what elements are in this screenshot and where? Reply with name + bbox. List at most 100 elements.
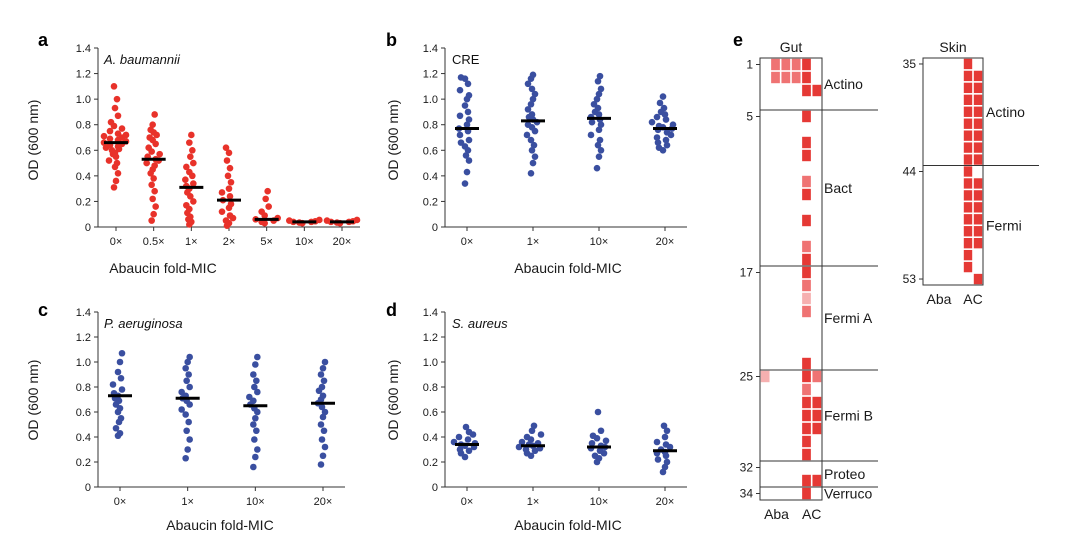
heatmap-cell bbox=[802, 175, 811, 188]
x-tick-label: 20× bbox=[656, 496, 675, 508]
data-point bbox=[110, 184, 118, 191]
data-point bbox=[597, 85, 605, 93]
data-point bbox=[184, 446, 191, 453]
data-point bbox=[456, 86, 464, 94]
data-point bbox=[254, 353, 261, 361]
data-point bbox=[110, 83, 118, 90]
data-point bbox=[648, 118, 656, 126]
heatmap-cell bbox=[802, 370, 811, 383]
data-point bbox=[117, 414, 125, 422]
heatmap-cell bbox=[802, 136, 811, 149]
data-point bbox=[145, 144, 152, 152]
data-point bbox=[226, 193, 234, 200]
heatmap-cell bbox=[973, 106, 983, 117]
panel-b-ylabel: OD (600 nm) bbox=[385, 100, 401, 181]
panel-d-xlabel: Abaucin fold-MIC bbox=[514, 517, 621, 533]
data-point bbox=[528, 146, 536, 154]
x-tick-label: 10× bbox=[590, 496, 609, 508]
data-point bbox=[465, 447, 473, 455]
data-point bbox=[112, 424, 120, 432]
data-point bbox=[318, 436, 326, 443]
y-tick-label: 0.2 bbox=[423, 196, 438, 208]
data-point bbox=[595, 90, 603, 98]
heatmap-cell bbox=[812, 409, 822, 422]
data-point bbox=[222, 217, 230, 224]
data-point bbox=[663, 458, 671, 466]
group-label: Bact bbox=[824, 180, 852, 196]
data-point bbox=[146, 134, 153, 141]
heatmap-cell bbox=[963, 130, 973, 141]
data-point bbox=[353, 216, 361, 224]
heatmap-cell bbox=[802, 305, 811, 318]
y-tick-label: 0.6 bbox=[423, 145, 438, 157]
data-point bbox=[150, 175, 157, 182]
heatmap-cell bbox=[963, 70, 973, 82]
data-point bbox=[530, 141, 538, 149]
heatmap-cell bbox=[973, 94, 983, 105]
heatmap-cell bbox=[973, 238, 983, 249]
data-point bbox=[114, 368, 122, 376]
data-point bbox=[455, 433, 463, 441]
y-tick-label: 1.2 bbox=[423, 69, 438, 81]
data-point bbox=[149, 195, 156, 203]
y-tick-label: 0.4 bbox=[76, 171, 91, 183]
y-tick-label: 0 bbox=[85, 222, 91, 234]
y-tick-label: 0 bbox=[85, 482, 91, 494]
heatmap-cell bbox=[791, 58, 801, 71]
heatmap-cell bbox=[973, 226, 983, 237]
data-point bbox=[148, 181, 155, 189]
panel-c-label: c bbox=[38, 300, 48, 320]
heatmap-cell bbox=[973, 118, 983, 129]
y-tick-label: 0 bbox=[432, 222, 438, 234]
data-point bbox=[118, 125, 126, 132]
x-tick-label: 0.5× bbox=[143, 236, 165, 248]
data-point bbox=[660, 104, 668, 112]
data-point bbox=[116, 358, 124, 366]
data-point bbox=[595, 153, 603, 160]
data-point bbox=[258, 208, 265, 215]
data-point bbox=[523, 433, 531, 441]
data-point bbox=[250, 371, 257, 378]
y-tick-label: 0.4 bbox=[423, 171, 438, 183]
data-point bbox=[461, 180, 469, 187]
data-point bbox=[111, 104, 119, 112]
row-tick-label: 32 bbox=[740, 461, 754, 475]
x-tick-label: 0× bbox=[110, 236, 123, 248]
heatmap-cell bbox=[963, 154, 973, 165]
data-point bbox=[112, 177, 120, 185]
data-point bbox=[106, 127, 114, 135]
x-tick-label: 5× bbox=[260, 236, 273, 248]
data-point bbox=[225, 185, 233, 192]
data-point bbox=[100, 132, 108, 140]
data-point bbox=[105, 157, 113, 164]
row-tick-label: 1 bbox=[746, 58, 753, 72]
data-point bbox=[183, 201, 190, 209]
data-point bbox=[463, 121, 471, 129]
panel-e-label: e bbox=[733, 30, 743, 50]
data-point bbox=[662, 116, 670, 123]
row-tick-label: 34 bbox=[740, 487, 754, 501]
data-point bbox=[323, 217, 331, 224]
data-point bbox=[182, 411, 189, 418]
data-point bbox=[321, 358, 329, 366]
heatmap-cell bbox=[760, 370, 770, 383]
row-tick-label: 25 bbox=[740, 370, 754, 384]
heatmap-cell bbox=[963, 178, 973, 189]
data-point bbox=[661, 433, 669, 441]
panel-e-heatmap: e Gut Actino Bact Fermi A Fermi B Proteo Verru… bbox=[733, 30, 1039, 522]
data-point bbox=[149, 121, 156, 129]
data-point bbox=[596, 447, 604, 455]
data-point bbox=[320, 427, 328, 435]
data-point bbox=[465, 116, 473, 123]
heatmap-title: Skin bbox=[939, 39, 966, 55]
heatmap-frame bbox=[759, 57, 823, 501]
data-point bbox=[594, 408, 602, 416]
heatmap-cell bbox=[802, 435, 811, 448]
data-point bbox=[224, 172, 232, 180]
data-point bbox=[594, 141, 602, 149]
heatmap-cell bbox=[802, 292, 811, 305]
data-point bbox=[226, 212, 234, 219]
data-point bbox=[464, 108, 472, 116]
heatmap-cell bbox=[963, 226, 973, 237]
data-point bbox=[320, 377, 328, 385]
